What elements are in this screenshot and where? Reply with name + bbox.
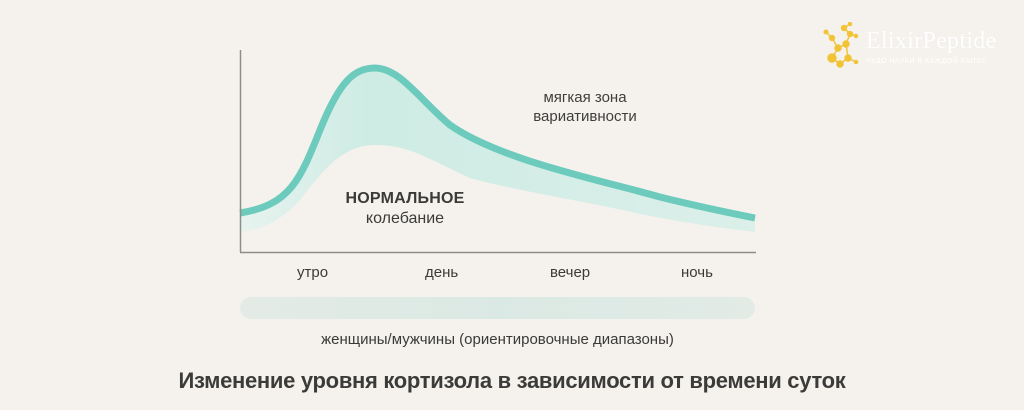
- brand-tagline: ЧУДО НАУКИ В КАЖДОЙ КАПЛЕ: [866, 58, 987, 65]
- soft-zone-line1: мягкая зона: [543, 89, 627, 106]
- cortisol-curve-line: [239, 64, 756, 222]
- range-bar: [240, 297, 755, 319]
- soft-zone-annotation: мягкая зона вариативности: [500, 88, 670, 126]
- brand-name: ElixirPeptide: [866, 28, 997, 54]
- molecule-icon: [823, 22, 859, 68]
- tick-night: ночь: [681, 264, 713, 281]
- normal-fluctuation-title: НОРМАЛЬНОЕ: [345, 190, 465, 207]
- tick-morning: утро: [297, 264, 329, 281]
- soft-zone-line2: вариативности: [533, 108, 637, 125]
- chart-title: Изменение уровня кортизола в зависимости…: [178, 368, 846, 393]
- range-caption: женщины/мужчины (ориентировочные диапазо…: [321, 331, 674, 348]
- brand-logo: ElixirPeptide ЧУДО НАУКИ В КАЖДОЙ КАПЛЕ: [816, 22, 1016, 72]
- tick-day: день: [425, 264, 459, 281]
- normal-fluctuation-subtitle: колебание: [365, 210, 445, 227]
- tick-evening: вечер: [550, 264, 591, 281]
